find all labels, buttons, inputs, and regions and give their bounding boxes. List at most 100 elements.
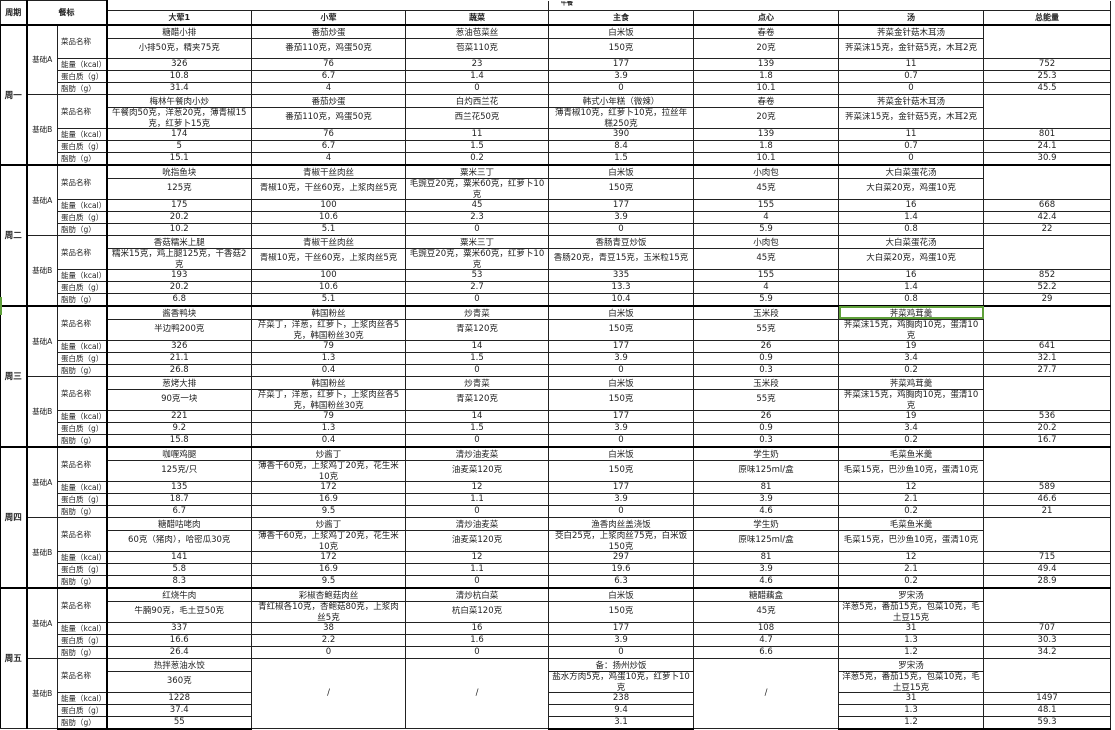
side-dish-fat[interactable]: 4	[251, 81, 406, 95]
main-dish-protein[interactable]: 16.6	[106, 633, 252, 647]
total-protein[interactable]: 49.4	[983, 562, 1112, 576]
snack-detail[interactable]: 20克	[693, 37, 840, 59]
plan-label[interactable]: 基础B	[26, 234, 58, 306]
soup-protein[interactable]: 0.7	[838, 69, 985, 83]
main-dish-fat[interactable]: 31.4	[106, 81, 252, 95]
side-dish-fat[interactable]: 9.5	[251, 504, 406, 518]
main-dish-kcal[interactable]: 141	[106, 550, 252, 564]
snack-fat[interactable]: 5.9	[693, 222, 840, 236]
total-fat[interactable]: 27.7	[983, 363, 1112, 377]
snack-fat[interactable]: 10.1	[693, 151, 840, 165]
header-period[interactable]: 周期	[0, 0, 28, 26]
staple-kcal[interactable]: 390	[548, 127, 695, 141]
week-label[interactable]: 周三	[0, 304, 28, 447]
main-dish-kcal[interactable]: 175	[106, 198, 252, 212]
side-dish-fat[interactable]: 0.4	[251, 433, 406, 447]
staple-kcal[interactable]: 177	[548, 480, 695, 494]
vegetable-protein[interactable]: 1.1	[404, 492, 550, 506]
row-label-fat[interactable]: 脂肪（g）	[57, 151, 108, 165]
soup-fat[interactable]: 1.2	[838, 645, 985, 659]
row-label-kcal[interactable]: 能量（kcal）	[57, 480, 108, 494]
snack-protein[interactable]: 4	[693, 280, 840, 294]
vegetable-detail[interactable]: 青菜120克	[404, 388, 550, 411]
soup-protein[interactable]: 3.4	[838, 351, 985, 365]
plan-label[interactable]: 基础B	[26, 375, 58, 447]
soup-protein[interactable]: 3.4	[838, 421, 985, 435]
soup-protein[interactable]: 1.4	[838, 280, 985, 294]
week-label[interactable]: 周一	[0, 23, 28, 165]
snack-fat[interactable]: 0.3	[693, 433, 840, 447]
side-dish-fat[interactable]: 0	[251, 645, 406, 659]
staple-name[interactable]: 白米饭	[548, 586, 695, 602]
staple-name[interactable]: 白米饭	[548, 23, 695, 39]
soup-protein[interactable]: 2.1	[838, 492, 985, 506]
side-dish-protein[interactable]: 16.9	[251, 562, 406, 576]
soup-kcal[interactable]: 31	[838, 621, 985, 635]
main-dish-name[interactable]: 酱香鸭块	[106, 304, 252, 320]
vegetable-protein[interactable]: 2.3	[404, 210, 550, 224]
total-kcal[interactable]: 752	[983, 57, 1112, 71]
row-label-protein[interactable]: 蛋白质（g）	[57, 633, 108, 647]
vegetable-fat[interactable]: 0	[404, 81, 550, 95]
side-dish-empty-cell[interactable]: /	[251, 657, 406, 729]
total-protein[interactable]: 52.2	[983, 280, 1112, 294]
main-dish-detail[interactable]: 125克/只	[106, 459, 252, 482]
snack-name[interactable]: 学生奶	[693, 445, 840, 461]
row-label-name[interactable]: 菜品名称	[57, 163, 108, 200]
main-dish-fat[interactable]: 15.1	[106, 151, 252, 165]
total-energy-blank[interactable]	[983, 304, 1112, 341]
main-dish-name[interactable]: 吮指鱼块	[106, 163, 252, 179]
snack-name[interactable]: 学生奶	[693, 516, 840, 531]
main-dish-kcal[interactable]: 1228	[106, 691, 252, 705]
soup-fat[interactable]: 0.2	[838, 574, 985, 588]
staple-detail[interactable]: 150克	[548, 459, 695, 482]
vegetable-kcal[interactable]: 23	[404, 57, 550, 71]
snack-detail[interactable]: 55克	[693, 318, 840, 341]
row-label-kcal[interactable]: 能量（kcal）	[57, 339, 108, 353]
row-label-kcal[interactable]: 能量（kcal）	[57, 57, 108, 71]
row-label-kcal[interactable]: 能量（kcal）	[57, 550, 108, 564]
total-kcal[interactable]: 801	[983, 127, 1112, 141]
soup-name[interactable]: 罗宋汤	[838, 586, 985, 602]
staple-detail[interactable]: 150克	[548, 318, 695, 341]
header-meal[interactable]: 午餐	[548, 0, 1112, 10]
snack-protein[interactable]: 0.9	[693, 351, 840, 365]
main-dish-name[interactable]: 葱烤大排	[106, 375, 252, 390]
soup-protein[interactable]: 0.7	[838, 139, 985, 153]
vegetable-fat[interactable]: 0	[404, 574, 550, 588]
main-dish-protein[interactable]: 20.2	[106, 280, 252, 294]
soup-name[interactable]: 罗宋汤	[838, 657, 985, 672]
side-dish-detail[interactable]: 青椒10克，干丝60克，上浆肉丝5克	[251, 247, 406, 270]
snack-fat[interactable]: 5.9	[693, 292, 840, 306]
column-header-vegetable[interactable]: 蔬菜	[404, 9, 550, 26]
column-header-main-dish[interactable]: 大荤1	[106, 9, 252, 26]
soup-fat[interactable]: 0.2	[838, 504, 985, 518]
snack-kcal[interactable]: 81	[693, 550, 840, 564]
plan-label[interactable]: 基础A	[26, 163, 58, 236]
main-dish-name[interactable]: 梅林午餐肉小炒	[106, 93, 252, 108]
side-dish-protein[interactable]: 10.6	[251, 210, 406, 224]
vegetable-name[interactable]: 白灼西兰花	[404, 93, 550, 108]
staple-protein[interactable]: 3.9	[548, 210, 695, 224]
row-label-protein[interactable]: 蛋白质（g）	[57, 492, 108, 506]
snack-detail[interactable]: 45克	[693, 177, 840, 200]
side-dish-name[interactable]: 青椒干丝肉丝	[251, 234, 406, 249]
row-label-name[interactable]: 菜品名称	[57, 586, 108, 623]
total-kcal[interactable]: 1497	[983, 691, 1112, 705]
main-dish-detail[interactable]: 糯米15克，鸡上腿125克，干香菇2克	[106, 247, 252, 270]
main-dish-protein[interactable]: 5.8	[106, 562, 252, 576]
vegetable-name[interactable]: 葱油苞菜丝	[404, 23, 550, 39]
side-dish-kcal[interactable]: 79	[251, 409, 406, 423]
main-dish-fat[interactable]: 55	[106, 715, 252, 730]
snack-kcal[interactable]: 139	[693, 57, 840, 71]
plan-label[interactable]: 基础B	[26, 657, 58, 729]
soup-detail[interactable]: 洋葱5克，番茄15克，包菜10克，毛土豆15克	[838, 670, 985, 693]
staple-kcal[interactable]: 177	[548, 198, 695, 212]
side-dish-kcal[interactable]: 79	[251, 339, 406, 353]
total-kcal[interactable]: 589	[983, 480, 1112, 494]
staple-protein[interactable]: 9.4	[548, 703, 695, 717]
vegetable-fat[interactable]: 0	[404, 363, 550, 377]
total-fat[interactable]: 34.2	[983, 645, 1112, 659]
vegetable-fat[interactable]: 0.2	[404, 151, 550, 165]
snack-detail[interactable]: 原味125ml/盒	[693, 459, 840, 482]
